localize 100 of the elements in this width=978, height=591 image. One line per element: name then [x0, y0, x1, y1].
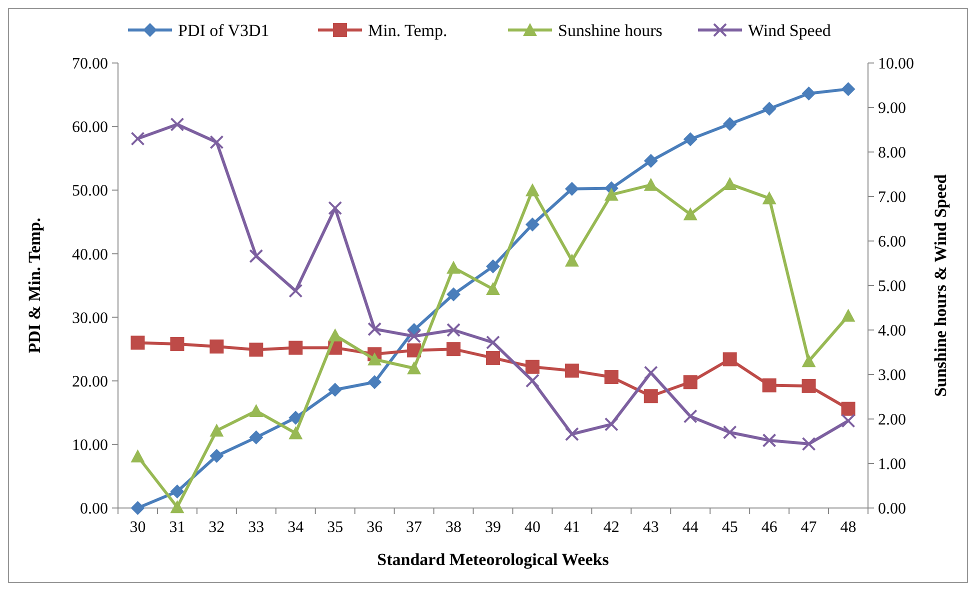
x-axis-title: Standard Meteorological Weeks	[377, 550, 610, 569]
point	[446, 260, 461, 274]
point	[802, 436, 816, 451]
point	[683, 375, 698, 390]
point	[170, 484, 184, 498]
point	[486, 259, 500, 274]
point	[288, 410, 303, 425]
point	[644, 154, 658, 168]
y2-tick-label: 6.00	[878, 234, 906, 251]
point	[288, 340, 303, 355]
point	[328, 328, 342, 342]
x-tick-label: 42	[603, 519, 620, 536]
point	[722, 177, 737, 190]
point	[722, 352, 737, 366]
x-tick-label: 36	[366, 519, 383, 536]
y2-tick-label: 5.00	[878, 278, 906, 296]
point	[644, 389, 658, 404]
point	[328, 382, 342, 397]
point	[288, 284, 303, 298]
point	[683, 409, 698, 424]
point	[210, 424, 224, 437]
point	[683, 132, 698, 146]
y2-tick-label: 7.00	[878, 189, 906, 206]
y2-tick-label: 3.00	[878, 367, 906, 384]
point	[368, 322, 382, 336]
point	[604, 188, 618, 201]
y2-tick-label: 4.00	[878, 322, 906, 340]
x-tick-label: 40	[524, 519, 540, 536]
point	[210, 135, 224, 150]
point	[564, 254, 579, 267]
y-axis-title: PDI & Min. Temp.	[25, 218, 44, 354]
point	[604, 417, 618, 432]
point	[130, 336, 145, 350]
point	[249, 249, 264, 264]
point	[644, 178, 658, 191]
point	[249, 430, 264, 444]
x-tick-label: 37	[406, 519, 422, 536]
y2-tick-label: 8.00	[878, 144, 906, 162]
legend-label: PDI of V3D1	[178, 20, 270, 40]
point	[170, 500, 184, 514]
x-tick-label: 44	[682, 519, 698, 536]
y-tick-label: 20.00	[72, 373, 108, 390]
point	[762, 191, 776, 204]
point	[525, 374, 540, 388]
point	[249, 342, 264, 357]
x-tick-label: 38	[446, 519, 462, 536]
point	[446, 287, 461, 302]
y-tick-label: 40.00	[72, 246, 108, 264]
point	[722, 425, 737, 440]
y-tick-label: 30.00	[72, 310, 108, 327]
point	[446, 323, 461, 337]
legend-label: Min. Temp.	[368, 20, 448, 40]
point	[130, 501, 145, 515]
point	[722, 117, 737, 132]
x-tick-label: 45	[722, 519, 738, 536]
point	[604, 370, 618, 384]
x-tick-label: 41	[564, 519, 580, 536]
point	[564, 364, 579, 378]
y2-tick-label: 2.00	[878, 412, 906, 429]
point	[368, 375, 382, 390]
point	[130, 449, 145, 462]
point	[288, 426, 303, 440]
point	[525, 183, 540, 196]
y-tick-label: 10.00	[72, 437, 108, 454]
y2-axis-title: Sunshine hours & Wind Speed	[931, 174, 950, 397]
point	[802, 378, 816, 393]
point	[564, 182, 579, 196]
x-tick-label: 35	[327, 519, 344, 536]
x-tick-label: 30	[130, 519, 146, 536]
x-tick-label: 32	[208, 519, 225, 536]
y-tick-label: 70.00	[72, 56, 108, 73]
point	[210, 340, 224, 354]
point	[486, 282, 500, 296]
point	[841, 308, 856, 322]
point	[486, 350, 500, 365]
point	[446, 342, 461, 356]
point	[802, 354, 816, 368]
x-tick-label: 39	[485, 519, 501, 536]
x-tick-label: 34	[288, 519, 304, 536]
point	[841, 402, 856, 416]
point	[762, 433, 776, 448]
point	[802, 86, 816, 101]
point	[683, 207, 698, 220]
point	[762, 378, 776, 392]
y2-tick-label: 10.00	[878, 56, 914, 73]
point	[841, 82, 856, 96]
y-tick-label: 50.00	[72, 182, 108, 200]
point	[841, 414, 856, 428]
legend-label: Sunshine hours	[558, 20, 662, 40]
point	[644, 366, 658, 380]
x-tick-label: 43	[642, 519, 659, 536]
point	[407, 329, 422, 344]
y2-tick-label: 0.00	[878, 500, 906, 518]
point	[762, 102, 776, 116]
point	[170, 117, 184, 132]
x-tick-label: 33	[248, 519, 264, 536]
y2-tick-label: 9.00	[878, 100, 906, 118]
point	[368, 352, 382, 366]
legend-label: Wind Speed	[748, 20, 832, 40]
point	[486, 335, 500, 350]
